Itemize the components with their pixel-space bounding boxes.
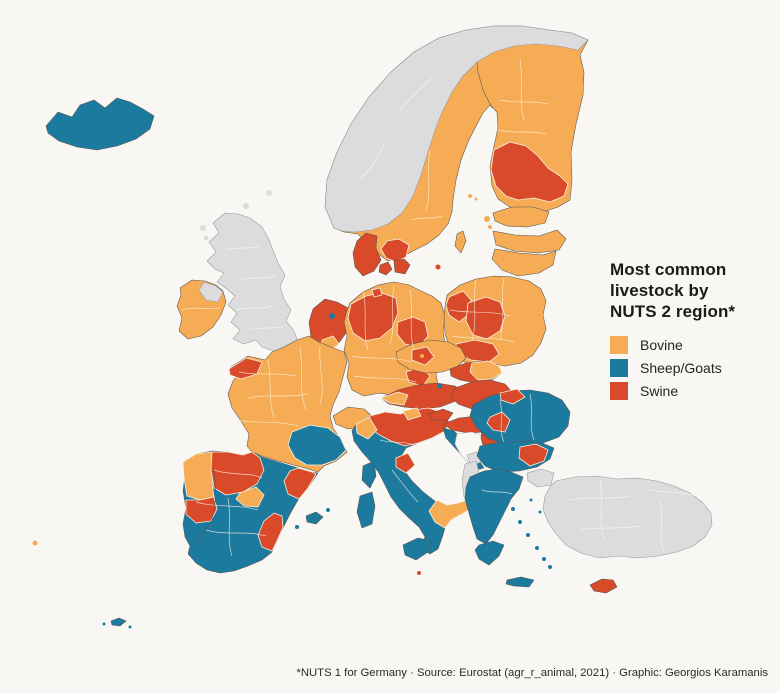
legend-title-line-3: NUTS 2 region* bbox=[610, 302, 736, 322]
region-patch-galicia-north-portugal bbox=[182, 451, 217, 501]
region-patch-netherlands-sheep bbox=[329, 313, 335, 319]
legend-label-swine: Swine bbox=[640, 382, 679, 399]
region-patch-austria-west bbox=[380, 391, 409, 406]
region-patch-france-southeast bbox=[287, 424, 347, 466]
region-patch-poland-west bbox=[445, 290, 472, 323]
legend-swatch-sheep-goats bbox=[610, 358, 628, 377]
footnote: *NUTS 1 for Germany · Source: Eurostat (… bbox=[296, 667, 768, 679]
region-patch-prague-city bbox=[420, 354, 424, 358]
region-scottish-isles bbox=[200, 190, 272, 241]
region-madeira bbox=[32, 540, 38, 546]
region-great-britain bbox=[206, 212, 299, 352]
region-lithuania bbox=[491, 248, 557, 277]
region-canary-islands bbox=[102, 617, 132, 629]
region-patch-bulgaria-northwest bbox=[518, 443, 549, 467]
region-sicily bbox=[402, 537, 433, 561]
legend-title-line-2: livestock by bbox=[610, 281, 709, 301]
region-estonian-islands bbox=[484, 216, 492, 229]
region-turkey bbox=[542, 475, 713, 559]
legend-items: Bovine Sheep/Goats Swine bbox=[610, 333, 778, 402]
region-greece bbox=[464, 468, 524, 545]
legend-label-bovine: Bovine bbox=[640, 336, 683, 353]
region-patch-romania-north bbox=[499, 388, 526, 405]
region-patch-umbria bbox=[395, 452, 416, 474]
region-slovenia bbox=[428, 408, 454, 422]
legend: Most common livestock by NUTS 2 region* … bbox=[610, 259, 778, 402]
region-patch-poland-centre bbox=[465, 296, 506, 340]
country-border-lines bbox=[195, 61, 493, 547]
region-patch-aragon bbox=[235, 486, 265, 508]
legend-label-sheep-goats: Sheep/Goats bbox=[640, 359, 722, 376]
region-gotland bbox=[454, 230, 467, 254]
region-norway bbox=[324, 25, 589, 233]
region-aegean-islands bbox=[511, 498, 552, 569]
region-patch-southwest-finland bbox=[490, 141, 569, 203]
region-estonia bbox=[492, 206, 550, 228]
region-patch-vienna bbox=[437, 383, 443, 389]
region-peloponnese bbox=[474, 540, 505, 566]
legend-swatch-bovine bbox=[610, 335, 628, 354]
legend-item-bovine: Bovine bbox=[610, 333, 778, 356]
region-latvia bbox=[492, 229, 567, 254]
region-patch-portugal-centre bbox=[185, 496, 218, 524]
region-romania bbox=[469, 389, 571, 446]
region-cyprus bbox=[589, 578, 618, 594]
legend-item-sheep-goats: Sheep/Goats bbox=[610, 356, 778, 379]
region-iceland bbox=[45, 97, 155, 151]
region-patch-slovakia-east bbox=[469, 360, 503, 381]
region-patch-valencia bbox=[257, 512, 284, 552]
region-denmark bbox=[352, 232, 441, 277]
nuts-border-lines bbox=[181, 59, 705, 557]
region-benelux bbox=[308, 298, 351, 354]
region-malta bbox=[417, 571, 421, 575]
region-patch-south-tyrol bbox=[402, 407, 422, 421]
region-patch-romania-west bbox=[486, 411, 511, 433]
region-patch-puglia bbox=[428, 499, 474, 529]
legend-title-line-1: Most common bbox=[610, 260, 727, 279]
region-crete bbox=[505, 576, 535, 588]
region-patch-piedmont bbox=[355, 416, 378, 440]
region-patch-catalonia bbox=[283, 467, 317, 500]
region-turkey-thrace bbox=[526, 468, 555, 488]
region-sardinia bbox=[356, 491, 376, 529]
legend-title: Most common livestock by NUTS 2 region* bbox=[610, 259, 778, 322]
region-balearic-islands bbox=[295, 508, 330, 529]
region-patch-germany-hamburg bbox=[371, 287, 383, 298]
legend-swatch-swine bbox=[610, 381, 628, 400]
region-northern-ireland bbox=[198, 281, 224, 303]
region-aland-islands bbox=[468, 194, 478, 201]
legend-item-swine: Swine bbox=[610, 379, 778, 402]
